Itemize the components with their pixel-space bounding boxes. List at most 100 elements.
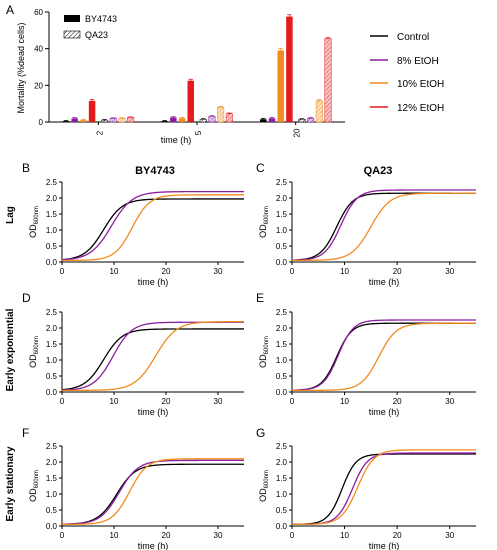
x-tick-label: 0: [60, 267, 65, 276]
panel-a-bar: [80, 120, 87, 122]
y-axis-label: OD600nm: [28, 206, 40, 238]
panel-a-y-tick-label: 20: [34, 81, 43, 90]
panel-a-bar: [101, 119, 109, 123]
legend-label-qa23: QA23: [85, 30, 108, 40]
x-tick-label: 30: [445, 531, 454, 540]
y-tick-label: 1.5: [46, 340, 58, 349]
panel-a-y-tick-label: 40: [34, 45, 43, 54]
x-tick-label: 20: [162, 267, 171, 276]
y-tick-label: 1.5: [276, 210, 288, 219]
panel-a-bar: [88, 100, 96, 122]
x-tick-label: 10: [340, 267, 349, 276]
x-tick-label: 10: [110, 397, 119, 406]
x-tick-label: 0: [60, 397, 65, 406]
panel-e: E 0.0 0.5 1.0 1.5 2.0 2.5 0 10 20 30 time (h) OD600…: [256, 291, 476, 417]
panel-a-bar: [225, 113, 233, 123]
y-tick-label: 1.0: [46, 356, 58, 365]
legend-label-10etoh: 10% EtOH: [397, 79, 444, 90]
growth-curve-8-etoh: [291, 319, 476, 391]
y-tick-label: 1.5: [276, 474, 288, 483]
y-tick-label: 1.0: [46, 490, 58, 499]
y-tick-label: 0.0: [46, 388, 58, 397]
y-tick-label: 2.0: [46, 324, 58, 333]
x-tick-label: 10: [110, 531, 119, 540]
growth-curve-control: [291, 192, 476, 261]
panel-a-bar: [109, 118, 117, 123]
y-axis-label: OD600nm: [258, 470, 270, 502]
growth-curve-10-etoh: [292, 322, 476, 392]
x-tick-label: 20: [393, 267, 402, 276]
x-tick-label: 0: [290, 531, 295, 540]
x-tick-label: 30: [214, 397, 223, 406]
panel-a-bar: [62, 121, 70, 122]
panel-b-plot: 0.0 0.5 1.0 1.5 2.0 2.5 0 10 20 30 time (h) OD600nm: [28, 178, 244, 287]
y-axis-label: OD600nm: [258, 336, 270, 368]
legend-swatch-hatched: [63, 30, 81, 39]
y-tick-label: 2.0: [46, 458, 58, 467]
y-tick-label: 1.0: [276, 356, 288, 365]
panel-a-plot: 0 20 40 60 2 5 20: [34, 8, 345, 137]
panel-a-bar: [161, 121, 168, 122]
panel-a-y-tick-label: 0: [39, 118, 44, 127]
panel-d: D Early exponential 0.0 0.5 1.0 1.5 2.0 2.5 0 1…: [5, 291, 245, 417]
y-tick-label: 0.0: [46, 522, 58, 531]
legend-label-8etoh: 8% EtOH: [397, 56, 439, 67]
panel-f: F Early stationary 0.0 0.5 1.0 1.5 2.0 2.5 0 10…: [5, 426, 244, 550]
y-tick-label: 1.0: [276, 226, 288, 235]
panel-e-plot: 0.0 0.5 1.0 1.5 2.0 2.5 0 10 20 30 time (h) OD600nm: [258, 308, 476, 417]
y-tick-label: 0.0: [276, 522, 288, 531]
panel-b: B BY4743 Lag 0.0 0.5 1.0 1.5 2.0 2.5 0 10 20 30 ti…: [5, 161, 244, 287]
legend-label-by4743: BY4743: [85, 14, 117, 24]
y-tick-label: 1.0: [276, 490, 288, 499]
panel-f-plot: 0.0 0.5 1.0 1.5 2.0 2.5 0 10 20 30 time (h) OD600nm: [28, 442, 244, 550]
growth-curve-control: [291, 322, 476, 391]
legend-label-control: Control: [397, 32, 429, 43]
y-tick-label: 0.5: [276, 242, 288, 251]
y-tick-label: 2.0: [276, 194, 288, 203]
row-label-lag: Lag: [5, 206, 16, 224]
panel-a-bar: [298, 119, 306, 123]
x-tick-label: 20: [393, 397, 402, 406]
x-tick-label: 10: [340, 397, 349, 406]
panel-letter-e: E: [256, 291, 264, 305]
x-axis-label: time (h): [138, 541, 169, 550]
panel-a-xlabel: time (h): [161, 135, 192, 145]
panel-a-x-tick-label: 20: [293, 128, 302, 137]
x-tick-label: 30: [445, 267, 454, 276]
y-tick-label: 0.5: [46, 506, 58, 515]
y-axis-label: OD600nm: [28, 470, 40, 502]
y-tick-label: 1.5: [46, 474, 58, 483]
panel-b-title: BY4743: [135, 165, 175, 177]
x-tick-label: 10: [340, 531, 349, 540]
growth-curve-10-etoh: [291, 449, 476, 526]
panel-letter-b: B: [22, 161, 30, 175]
y-tick-label: 1.0: [46, 226, 58, 235]
x-tick-label: 20: [162, 531, 171, 540]
y-tick-label: 0.5: [46, 372, 58, 381]
panel-a-bar: [324, 38, 332, 123]
panel-a-bar: [199, 119, 207, 123]
panel-letter-g: G: [256, 426, 265, 440]
row-label-early-stationary: Early stationary: [5, 446, 16, 521]
y-tick-label: 2.0: [276, 458, 288, 467]
panel-a-x-tick-label: 2: [95, 130, 104, 135]
panel-letter-a: A: [6, 3, 14, 17]
panel-a-bar: [286, 16, 293, 122]
panel-a-y-tick-label: 60: [34, 8, 43, 17]
panel-a-ylabel: Mortality (%dead cells): [16, 22, 26, 113]
panel-a-bar: [277, 50, 284, 122]
panel-a-bar: [268, 118, 276, 122]
growth-curve-control: [61, 198, 244, 261]
strain-legend: BY4743 QA23: [63, 14, 117, 40]
panel-a-bar: [71, 118, 78, 122]
panel-a-bar: [208, 116, 216, 123]
panel-c: C QA23 0.0 0.5 1.0 1.5 2.0 2.5 0 10 20 30 time (h)…: [256, 161, 476, 287]
panel-letter-d: D: [22, 291, 31, 305]
x-axis-label: time (h): [369, 407, 400, 417]
panel-a-bar: [118, 118, 126, 123]
y-tick-label: 0.5: [276, 506, 288, 515]
y-tick-label: 0.5: [276, 372, 288, 381]
panel-a-bar: [127, 117, 135, 123]
y-tick-label: 2.5: [46, 308, 58, 317]
